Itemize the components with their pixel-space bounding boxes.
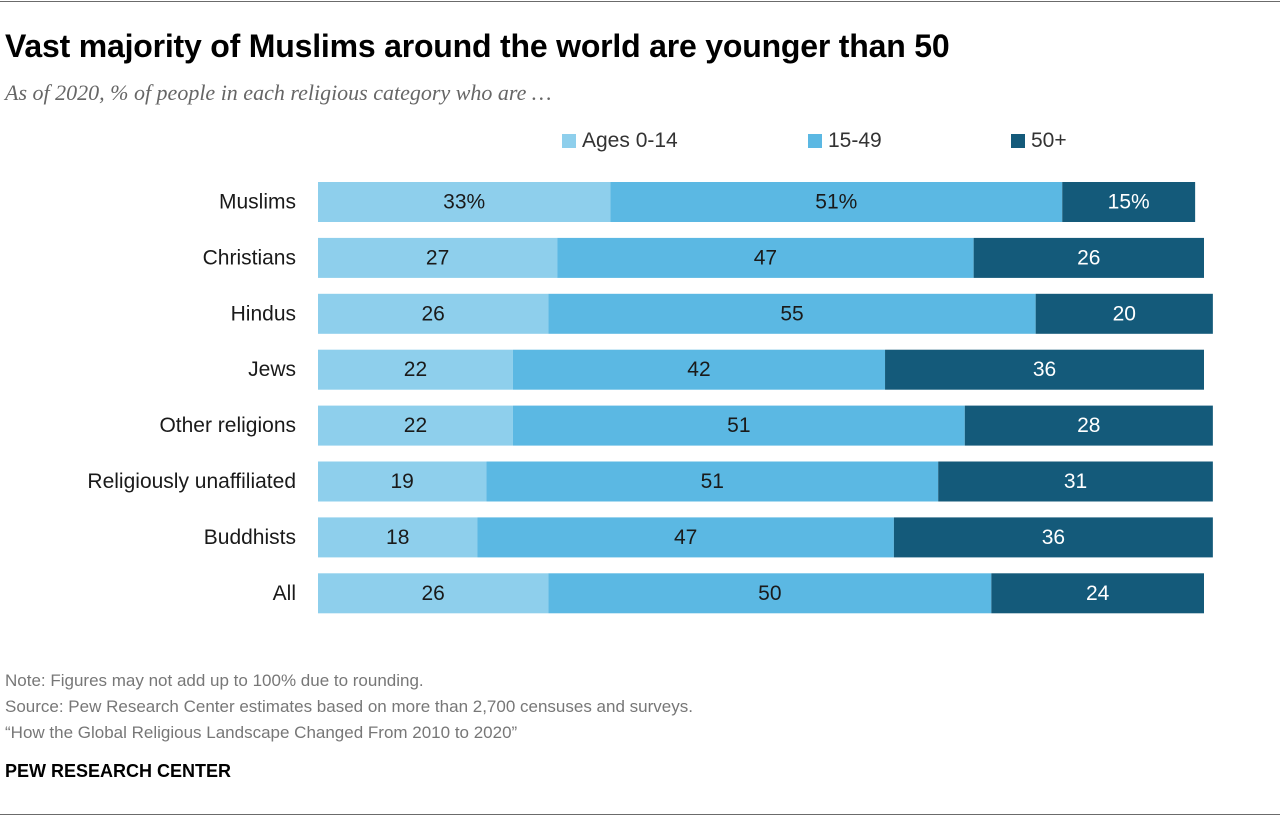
- bar-segment: [486, 461, 939, 502]
- bar-segment: [477, 517, 894, 558]
- bar-segment: [318, 293, 549, 334]
- category-label: Other religions: [159, 414, 296, 437]
- bar-segment: [512, 405, 965, 446]
- legend-label-15-49: 15-49: [828, 129, 882, 152]
- chart-subtitle: As of 2020, % of people in each religiou…: [5, 80, 552, 105]
- data-label: 20: [1113, 302, 1136, 325]
- bar-segment: [318, 461, 487, 502]
- data-label: 18: [386, 526, 409, 549]
- bar-segment: [548, 573, 992, 614]
- data-label: 28: [1077, 414, 1100, 437]
- bar-segment: [991, 573, 1204, 614]
- report-title-text: “How the Global Religious Landscape Chan…: [5, 723, 518, 742]
- bar-segment: [318, 237, 558, 278]
- data-label: 26: [422, 582, 445, 605]
- data-label: 19: [390, 470, 413, 493]
- data-label: 51: [701, 470, 724, 493]
- bar-segment: [1035, 293, 1213, 334]
- bar-segment: [548, 293, 1036, 334]
- data-label: 55: [780, 302, 803, 325]
- data-label: 15%: [1108, 191, 1150, 214]
- data-label: 22: [404, 358, 427, 381]
- data-label: 33%: [443, 191, 485, 214]
- legend-label-ages-0-14: Ages 0-14: [582, 129, 678, 152]
- notes-block: Note: Figures may not add up to 100% due…: [5, 668, 693, 746]
- bar-segment: [893, 517, 1213, 558]
- data-label: 36: [1033, 358, 1056, 381]
- bar-segment: [512, 349, 886, 390]
- category-label: Buddhists: [204, 526, 296, 549]
- legend-label-50-plus: 50+: [1031, 129, 1067, 152]
- bar-segment: [318, 573, 549, 614]
- bottom-rule: [0, 814, 1280, 815]
- data-label: 47: [674, 526, 697, 549]
- bar-segment: [964, 405, 1213, 446]
- brand-name: PEW RESEARCH CENTER: [5, 761, 232, 781]
- chart-title: Vast majority of Muslims around the worl…: [5, 28, 950, 64]
- data-label: 22: [404, 414, 427, 437]
- category-label: Muslims: [219, 191, 296, 214]
- bar-segment: [318, 349, 513, 390]
- category-label: Religiously unaffiliated: [87, 470, 296, 493]
- data-label: 47: [754, 246, 777, 269]
- category-label: Christians: [203, 246, 296, 269]
- legend-item-15-49: 15-49: [808, 128, 882, 154]
- data-label: 51%: [815, 191, 857, 214]
- bar-segment: [318, 182, 611, 222]
- data-label: 26: [422, 302, 445, 325]
- bar-segment: [557, 237, 974, 278]
- legend-item-50-plus: 50+: [1011, 128, 1067, 154]
- top-rule: [0, 1, 1280, 2]
- data-label: 36: [1042, 526, 1065, 549]
- data-label: 31: [1064, 470, 1087, 493]
- bar-segment: [610, 182, 1063, 222]
- bar-segment: [1062, 182, 1196, 222]
- legend-swatch-ages-0-14: [562, 134, 576, 148]
- bar-segment: [318, 405, 513, 446]
- bar-segment: [318, 517, 478, 558]
- data-label: 27: [426, 246, 449, 269]
- bar-segment: [973, 237, 1204, 278]
- data-label: 24: [1086, 582, 1110, 605]
- legend-swatch-50-plus: [1011, 134, 1025, 148]
- note-text: Note: Figures may not add up to 100% due…: [5, 671, 424, 690]
- source-text: Source: Pew Research Center estimates ba…: [5, 697, 693, 716]
- bar-segment: [885, 349, 1204, 390]
- data-label: 51: [727, 414, 750, 437]
- category-label: All: [273, 582, 296, 605]
- data-label: 50: [758, 582, 781, 605]
- bar-segment: [938, 461, 1213, 502]
- data-label: 42: [687, 358, 710, 381]
- data-label: 26: [1077, 246, 1100, 269]
- category-label: Jews: [248, 358, 296, 381]
- stacked-bar-chart: Muslims 33% 51% 15% Christians 27 47 26 Hindus 26…: [87, 182, 1213, 614]
- legend-swatch-15-49: [808, 134, 822, 148]
- legend-item-ages-0-14: Ages 0-14: [562, 128, 678, 154]
- category-label: Hindus: [231, 302, 296, 325]
